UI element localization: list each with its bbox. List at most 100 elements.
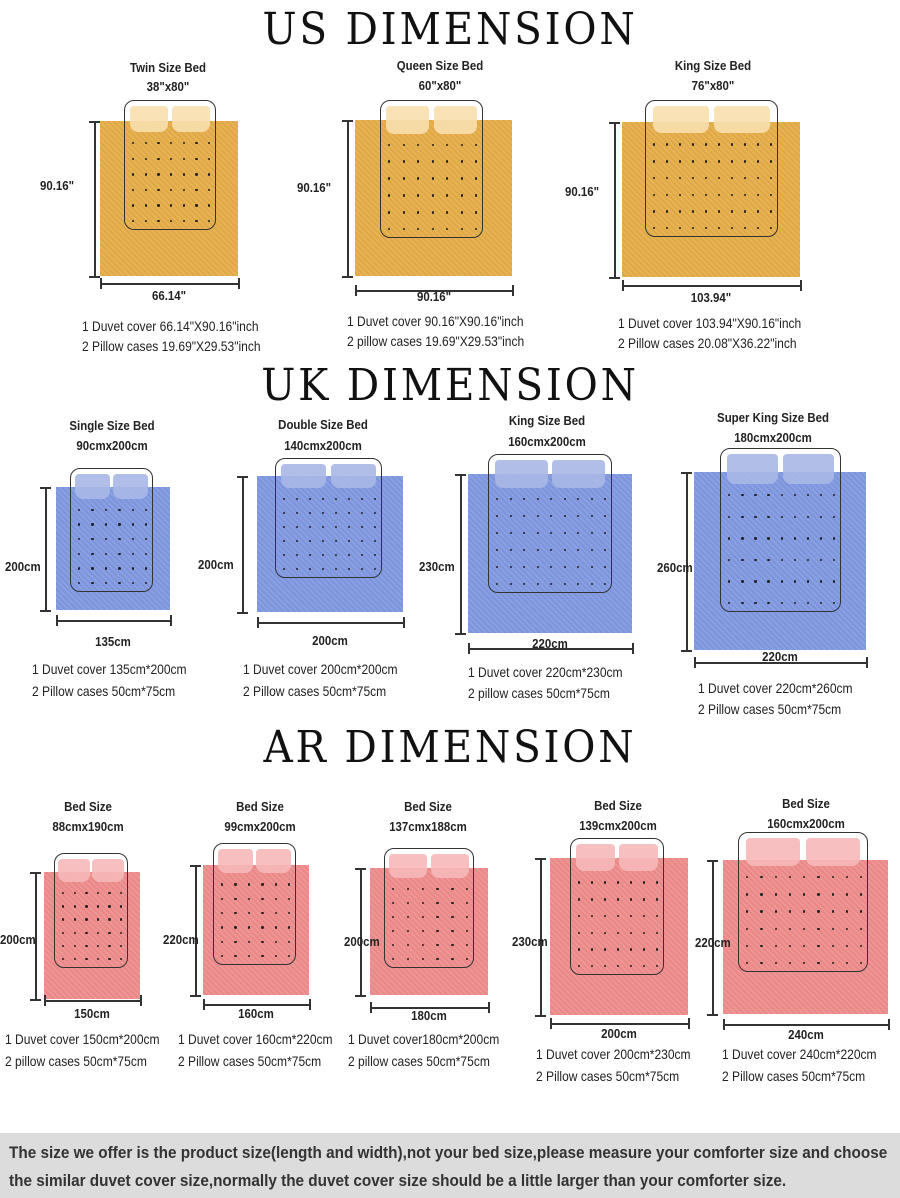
quilt-dot: [788, 893, 792, 896]
pillow-icon: [727, 454, 779, 484]
quilt-dot: [819, 558, 823, 562]
quilt-dot: [523, 497, 526, 501]
quilt-dot: [509, 514, 512, 518]
quilt-dot: [466, 930, 469, 933]
pillow-case-spec: 2 Pillow cases 20.08"X36.22"inch: [618, 335, 797, 351]
quilt-dot: [591, 965, 594, 968]
width-dimension-line: [723, 1024, 888, 1026]
quilt-dot: [274, 897, 277, 901]
quilt-dot: [577, 514, 580, 518]
quilt-dot: [536, 514, 539, 518]
width-dimension-line: [550, 1023, 688, 1025]
quilt-dot: [705, 227, 708, 230]
quilt-dot: [793, 494, 797, 497]
quilt-dot: [590, 497, 593, 501]
quilt-dot: [335, 512, 338, 515]
height-cap: [707, 1014, 718, 1016]
pillow-icon: [433, 106, 477, 134]
quilt-dot: [120, 918, 123, 921]
quilt-dot: [728, 558, 731, 562]
height-cap: [455, 474, 466, 476]
bed-size: 137cmx188cm: [389, 819, 467, 834]
quilt-dot: [767, 537, 770, 540]
height-cap: [609, 277, 620, 279]
quilt-dot: [475, 211, 478, 214]
quilt-dot: [578, 931, 581, 934]
quilt-dot: [591, 898, 594, 901]
quilt-dot: [523, 565, 526, 569]
quilt-dot: [731, 227, 734, 230]
bed-title: Bed Size: [404, 799, 452, 814]
quilt-dot: [132, 157, 135, 160]
quilt-dot: [741, 494, 744, 497]
quilt-dot: [692, 227, 695, 230]
height-dimension-line: [94, 121, 96, 276]
quilt-dot: [247, 926, 251, 929]
quilt-dot: [118, 523, 121, 526]
width-label: 103.94": [690, 290, 732, 305]
height-cap: [681, 650, 692, 652]
height-dimension-line: [35, 872, 37, 999]
quilt-dot: [793, 515, 797, 518]
height-cap: [342, 276, 353, 278]
quilt-dot: [741, 537, 744, 540]
quilt-dot: [388, 194, 391, 197]
quilt-dot: [392, 888, 395, 891]
quilt-dot: [718, 176, 721, 180]
quilt-dot: [692, 160, 695, 163]
quilt-dot: [361, 526, 364, 529]
width-cap: [355, 285, 357, 296]
quilt-dot: [208, 188, 211, 192]
pillow-icon: [575, 844, 616, 872]
width-cap: [44, 995, 46, 1006]
bed-title: Super King Size Bed: [717, 410, 829, 425]
quilt-dot: [85, 905, 88, 908]
duvet-cover-spec: 1 Duvet cover 200cm*230cm: [536, 1046, 691, 1062]
quilt-dot: [630, 881, 633, 884]
quilt-dot: [590, 583, 593, 586]
quilt-dot: [406, 958, 410, 961]
quilt-dot: [296, 512, 299, 515]
quilt-dot: [118, 567, 121, 570]
quilt-dot: [666, 210, 669, 213]
quilt-dot: [132, 204, 135, 207]
quilt-dot: [157, 188, 160, 192]
quilt-dot: [817, 962, 820, 965]
quilt-dot: [780, 494, 783, 497]
quilt-dot: [754, 602, 757, 605]
duvet-sheet: [56, 487, 170, 610]
quilt-dot: [195, 142, 198, 145]
quilt-dot: [731, 176, 734, 180]
quilt-dot: [550, 583, 553, 586]
quilt-dot: [770, 193, 773, 196]
quilt-dot: [833, 580, 836, 583]
duvet-cover-spec: 1 Duvet cover 135cm*200cm: [32, 661, 187, 677]
quilt-dot: [402, 228, 405, 231]
quilt-dot: [104, 582, 108, 585]
bed-outline: [213, 843, 296, 965]
height-label: 200cm: [198, 557, 234, 572]
quilt-dot: [446, 177, 449, 180]
quilt-dot: [860, 876, 863, 879]
quilt-dot: [402, 160, 405, 163]
quilt-dot: [144, 204, 148, 207]
quilt-dot: [221, 926, 224, 929]
height-dimension-line: [460, 474, 462, 633]
quilt-dot: [436, 958, 439, 961]
quilt-dot: [296, 568, 299, 571]
quilt-dot: [91, 538, 94, 541]
quilt-dot: [208, 173, 211, 176]
quilt-dot: [653, 210, 656, 213]
quilt-dot: [744, 210, 747, 213]
quilt-dot: [62, 892, 65, 895]
quilt-dot: [705, 193, 708, 196]
quilt-dot: [630, 898, 633, 901]
quilt-dot: [746, 876, 749, 879]
duvet-sheet: [468, 474, 632, 633]
quilt-dot: [335, 498, 338, 501]
height-cap: [707, 860, 718, 862]
height-label: 200cm: [0, 932, 36, 947]
quilt-dot: [296, 498, 299, 501]
quilt-dot: [788, 927, 792, 930]
quilt-dot: [247, 955, 251, 958]
